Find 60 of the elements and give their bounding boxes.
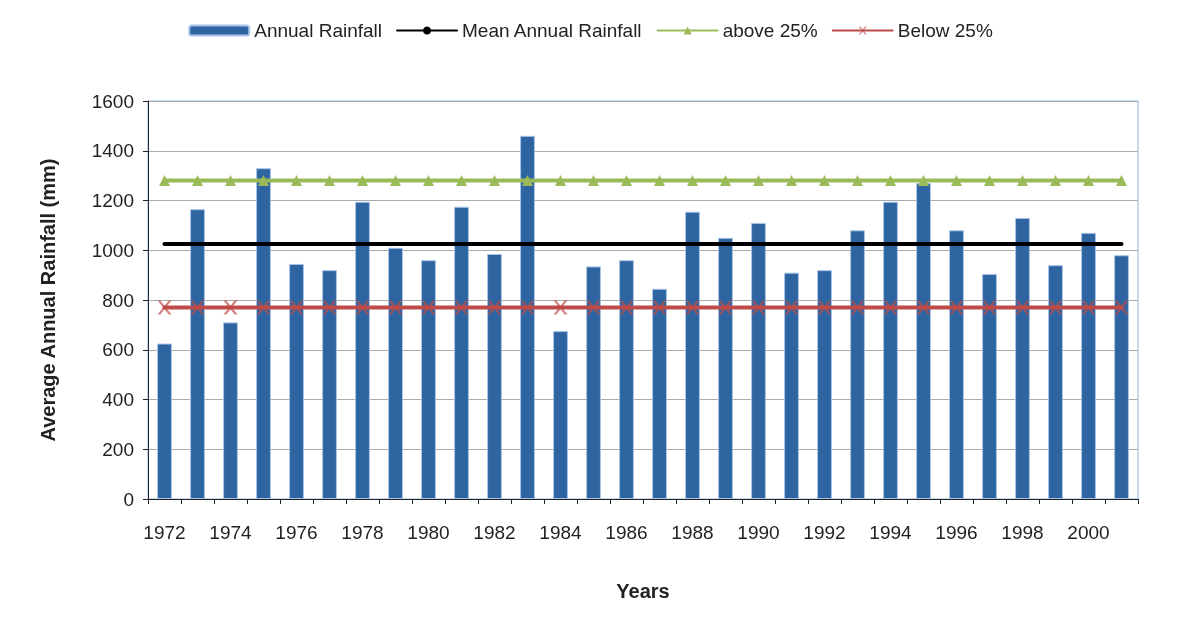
y-tick-label: 200 xyxy=(102,438,134,460)
bar xyxy=(685,211,700,499)
legend-label: Mean Annual Rainfall xyxy=(462,20,642,41)
bar xyxy=(1048,265,1063,499)
bar xyxy=(619,260,634,499)
bar xyxy=(157,343,172,499)
x-tick-label: 1978 xyxy=(341,522,384,543)
y-axis-title: Average Annual Rainfall (mm) xyxy=(37,158,59,442)
y-tick-label: 1400 xyxy=(91,140,134,162)
bar xyxy=(586,266,601,499)
x-tick-label: 1984 xyxy=(539,522,583,543)
x-tick-label: 1986 xyxy=(605,522,648,543)
x-tick-label: 1998 xyxy=(1001,522,1044,543)
x-tick-label: 1982 xyxy=(473,522,516,543)
x-tick-label: 1996 xyxy=(935,522,978,543)
x-tick-label: 1976 xyxy=(275,522,318,543)
y-tick-label: 800 xyxy=(102,289,134,311)
y-tick-label: 1200 xyxy=(91,190,134,211)
x-tick-label: 2000 xyxy=(1067,522,1110,543)
bar xyxy=(916,183,931,499)
bar xyxy=(751,222,766,499)
bar xyxy=(520,135,535,499)
x-tick-label: 1990 xyxy=(737,522,780,543)
bar xyxy=(784,272,799,499)
bar xyxy=(355,201,370,499)
bar xyxy=(190,209,205,499)
bar xyxy=(817,270,832,499)
bar xyxy=(982,273,997,499)
bar xyxy=(850,230,865,499)
bar xyxy=(1015,217,1030,499)
x-tick-label: 1974 xyxy=(209,522,253,543)
legend-label: Below 25% xyxy=(897,20,993,41)
legend-label: above 25% xyxy=(722,20,818,41)
x-axis-title: Years xyxy=(616,580,670,602)
bar xyxy=(1114,255,1129,499)
x-tick-label: 1994 xyxy=(869,522,913,543)
bar xyxy=(289,263,304,499)
y-tick-label: 1000 xyxy=(91,239,134,261)
x-tick-label: 1988 xyxy=(671,522,714,543)
bar xyxy=(223,322,238,499)
bar xyxy=(883,201,898,499)
bar xyxy=(256,168,271,499)
bar xyxy=(454,206,469,499)
bar xyxy=(421,260,436,499)
bar xyxy=(652,288,667,499)
y-tick-label: 0 xyxy=(123,488,134,510)
bar xyxy=(1081,232,1096,499)
legend-label: Annual Rainfall xyxy=(254,20,383,41)
x-tick-label: 1992 xyxy=(803,522,846,543)
bar xyxy=(553,331,568,499)
bar xyxy=(322,270,337,499)
y-tick-label: 1600 xyxy=(91,90,134,112)
x-tick-label: 1980 xyxy=(407,522,450,543)
bar xyxy=(949,230,964,499)
y-tick-label: 600 xyxy=(102,339,134,361)
y-tick-label: 400 xyxy=(102,389,134,410)
bar xyxy=(718,237,733,499)
bar xyxy=(388,247,403,499)
x-tick-label: 1972 xyxy=(143,522,186,543)
bar xyxy=(487,253,502,499)
